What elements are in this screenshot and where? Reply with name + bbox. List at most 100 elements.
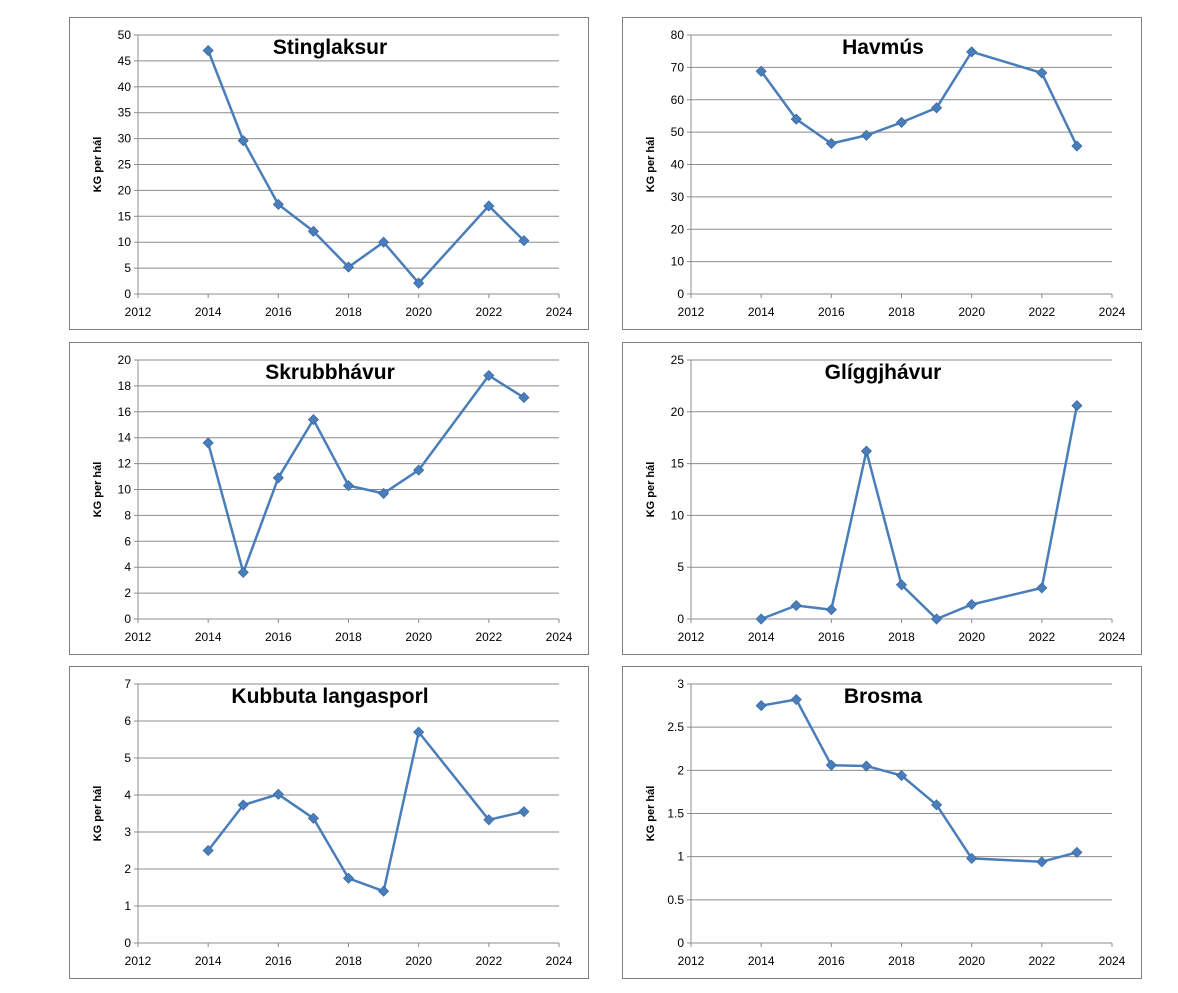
chart-title: Skrubbhávur — [265, 361, 395, 384]
y-tick-label: 5 — [124, 751, 131, 765]
data-point-marker — [518, 391, 530, 404]
chart-panel-brosma: 0 0.5 1 1.5 2 2.5 3 2012 2014 2016 2018 2020 2022 202… — [622, 666, 1142, 979]
data-point-marker — [307, 812, 319, 824]
y-tick-label: 0 — [677, 612, 684, 626]
series-line — [206, 374, 525, 574]
data-point-marker — [966, 46, 978, 58]
data-point-marker — [790, 599, 802, 612]
y-tick-label: 15 — [671, 457, 685, 471]
x-tick-label: 2012 — [678, 305, 705, 319]
data-point-marker — [931, 102, 943, 114]
y-tick-label: 2 — [677, 763, 684, 777]
x-tick-label: 2022 — [475, 305, 502, 319]
chart-title: Havmús — [842, 36, 924, 59]
y-tick-label: 35 — [118, 106, 132, 120]
y-axis-label: KG per hál — [645, 462, 657, 518]
data-point-marker — [237, 799, 249, 811]
data-point-marker — [895, 769, 908, 782]
chart-svg-kubbuta-langasporl: 0 1 2 3 4 5 6 7 2012 2014 2016 2018 2020 2022 2024 KG p… — [92, 677, 573, 968]
y-tick-label: 1.5 — [667, 807, 684, 821]
y-tick-label: 10 — [671, 508, 685, 522]
x-tick-label: 2022 — [1028, 954, 1055, 968]
data-point-marker — [272, 472, 284, 484]
x-tick-label: 2024 — [1099, 305, 1126, 319]
y-tick-label: 50 — [671, 125, 685, 139]
chart-svg-gliggjhavur: 0 5 10 15 20 25 2012 2014 2016 2018 2020 2022 2024 KG… — [645, 353, 1126, 644]
chart-title: Brosma — [844, 685, 923, 708]
data-point-marker — [931, 613, 943, 625]
y-tick-label: 16 — [118, 405, 132, 419]
y-axis-label: KG per hál — [92, 786, 104, 842]
x-tick-label: 2020 — [405, 305, 432, 319]
data-point-marker — [342, 872, 355, 884]
y-tick-label: 20 — [118, 353, 132, 367]
x-tick-label: 2012 — [678, 630, 705, 644]
data-point-marker — [342, 480, 355, 492]
x-tick-label: 2024 — [546, 630, 573, 644]
x-tick-label: 2012 — [125, 954, 152, 968]
x-tick-label: 2024 — [546, 954, 573, 968]
y-axis-label: KG per hál — [645, 786, 657, 842]
data-point-marker — [825, 759, 837, 771]
y-tick-label: 10 — [671, 255, 685, 269]
data-point-marker — [790, 113, 802, 125]
data-point-marker — [202, 437, 214, 449]
y-tick-label: 20 — [671, 405, 685, 419]
data-point-marker — [1071, 140, 1083, 152]
y-tick-label: 18 — [118, 379, 132, 393]
chart-panel-stinglaksur: 0 5 10 15 20 25 30 35 40 45 50 2012 2014 2016 2018 2020… — [69, 17, 589, 330]
x-tick-label: 2018 — [335, 954, 362, 968]
y-tick-label: 6 — [124, 714, 131, 728]
x-tick-label: 2022 — [1028, 305, 1055, 319]
data-point-marker — [413, 464, 425, 476]
data-point-marker — [755, 65, 767, 77]
x-tick-label: 2018 — [335, 305, 362, 319]
x-tick-label: 2020 — [405, 954, 432, 968]
x-tick-label: 2024 — [1099, 954, 1126, 968]
y-tick-label: 10 — [118, 235, 132, 249]
x-tick-label: 2020 — [958, 305, 985, 319]
y-tick-label: 3 — [677, 677, 684, 691]
x-tick-label: 2018 — [888, 305, 915, 319]
chart-panel-skrubbhavur: 0 2 4 6 8 10 12 14 16 18 20 2012 2014 2016 2018 2020 202… — [69, 342, 589, 655]
y-tick-label: 10 — [118, 483, 132, 497]
y-tick-label: 25 — [671, 353, 685, 367]
y-tick-label: 0 — [124, 287, 131, 301]
x-tick-label: 2018 — [335, 630, 362, 644]
y-tick-label: 4 — [124, 560, 131, 574]
y-tick-label: 40 — [671, 158, 685, 172]
chart-panel-kubbuta-langasporl: 0 1 2 3 4 5 6 7 2012 2014 2016 2018 2020 2022 2024 KG p… — [69, 666, 589, 979]
y-tick-label: 0 — [124, 936, 131, 950]
data-point-marker — [202, 844, 214, 857]
data-point-marker — [1071, 400, 1083, 412]
y-tick-label: 0.5 — [667, 893, 684, 907]
data-point-marker — [790, 693, 802, 706]
x-tick-label: 2012 — [125, 305, 152, 319]
y-tick-label: 4 — [124, 788, 131, 802]
data-point-marker — [237, 566, 249, 578]
chart-panel-gliggjhavur: 0 5 10 15 20 25 2012 2014 2016 2018 2020 2022 2024 KG… — [622, 342, 1142, 655]
chart-svg-brosma: 0 0.5 1 1.5 2 2.5 3 2012 2014 2016 2018 2020 2022 202… — [645, 677, 1126, 968]
series-line — [760, 405, 1079, 621]
y-axis-label: KG per hál — [92, 137, 104, 193]
y-tick-label: 5 — [124, 261, 131, 275]
data-point-marker — [272, 788, 284, 800]
y-tick-label: 20 — [118, 183, 132, 197]
data-point-marker — [966, 852, 978, 864]
x-tick-label: 2018 — [888, 954, 915, 968]
x-tick-label: 2020 — [405, 630, 432, 644]
data-point-marker — [378, 487, 390, 499]
y-tick-label: 25 — [118, 158, 132, 172]
x-tick-label: 2014 — [195, 954, 222, 968]
x-tick-label: 2014 — [748, 954, 775, 968]
y-tick-label: 1 — [124, 899, 131, 913]
x-tick-label: 2020 — [958, 954, 985, 968]
y-tick-label: 5 — [677, 560, 684, 574]
y-tick-label: 15 — [118, 209, 132, 223]
y-tick-label: 2 — [124, 586, 131, 600]
chart-svg-havmus: 0 10 20 30 40 50 60 70 80 2012 2014 2016 2018 2020 202… — [645, 28, 1126, 319]
data-point-marker — [860, 129, 872, 141]
y-axis-label: KG per hál — [92, 462, 104, 518]
x-tick-label: 2024 — [546, 305, 573, 319]
y-tick-label: 0 — [124, 612, 131, 626]
